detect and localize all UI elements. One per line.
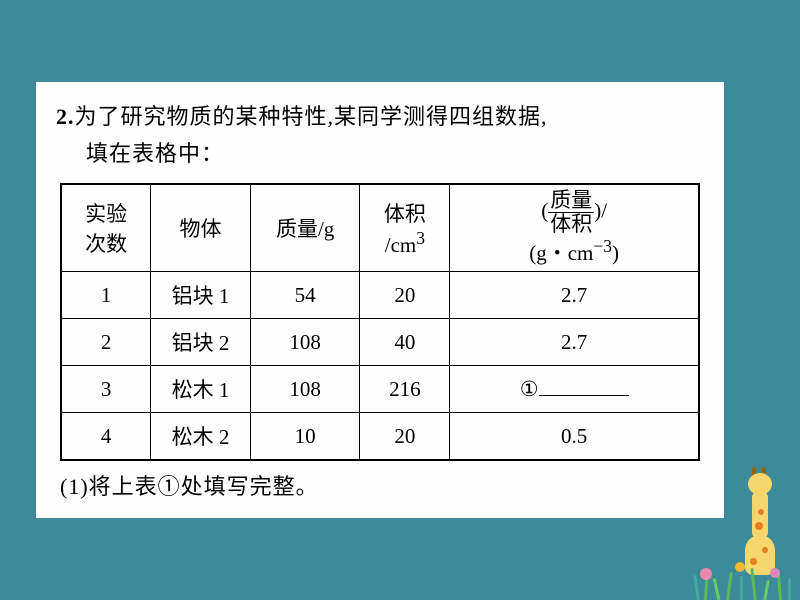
cell-vol: 20 xyxy=(360,272,450,319)
table-row: 2 铝块 2 108 40 2.7 xyxy=(61,319,699,366)
question-text: 2.为了研究物质的某种特性,某同学测得四组数据, 填在表格中： xyxy=(56,98,704,173)
header-experiment-num: 实验 次数 xyxy=(61,184,151,272)
question-number: 2. xyxy=(56,104,75,129)
header-object: 物体 xyxy=(151,184,251,272)
cell-mass: 10 xyxy=(250,413,360,461)
header-mass: 质量/g xyxy=(250,184,360,272)
cell-num: 2 xyxy=(61,319,151,366)
cell-num: 4 xyxy=(61,413,151,461)
cell-ratio: 2.7 xyxy=(450,319,699,366)
table-row: 4 松木 2 10 20 0.5 xyxy=(61,413,699,461)
cell-vol: 216 xyxy=(360,366,450,413)
question-line2: 填在表格中： xyxy=(86,141,224,166)
table-header-row: 实验 次数 物体 质量/g 体积 /cm3 (质量体积)/ (g・cm−3) xyxy=(61,184,699,272)
header-volume: 体积 /cm3 xyxy=(360,184,450,272)
data-table: 实验 次数 物体 质量/g 体积 /cm3 (质量体积)/ (g・cm−3) 1… xyxy=(60,183,700,462)
cell-obj: 铝块 1 xyxy=(151,272,251,319)
cell-obj: 松木 2 xyxy=(151,413,251,461)
cell-num: 3 xyxy=(61,366,151,413)
cell-vol: 20 xyxy=(360,413,450,461)
header-ratio: (质量体积)/ (g・cm−3) xyxy=(450,184,699,272)
cell-ratio: 0.5 xyxy=(450,413,699,461)
giraffe-icon xyxy=(730,455,790,575)
cell-num: 1 xyxy=(61,272,151,319)
cell-obj: 铝块 2 xyxy=(151,319,251,366)
table-row: 1 铝块 1 54 20 2.7 xyxy=(61,272,699,319)
grass-icon xyxy=(690,565,800,600)
cell-vol: 40 xyxy=(360,319,450,366)
cell-mass: 108 xyxy=(250,319,360,366)
cell-ratio-blank: ① xyxy=(450,366,699,413)
cell-obj: 松木 1 xyxy=(151,366,251,413)
decoration-giraffe xyxy=(670,400,800,600)
sub-question: (1)将上表①处填写完整。 xyxy=(60,469,704,501)
cell-ratio: 2.7 xyxy=(450,272,699,319)
table-row: 3 松木 1 108 216 ① xyxy=(61,366,699,413)
cell-mass: 54 xyxy=(250,272,360,319)
blank-answer-line xyxy=(539,395,629,396)
cell-mass: 108 xyxy=(250,366,360,413)
question-line1: 为了研究物质的某种特性,某同学测得四组数据, xyxy=(75,104,548,129)
content-panel: 2.为了研究物质的某种特性,某同学测得四组数据, 填在表格中： 实验 次数 物体… xyxy=(36,82,724,518)
